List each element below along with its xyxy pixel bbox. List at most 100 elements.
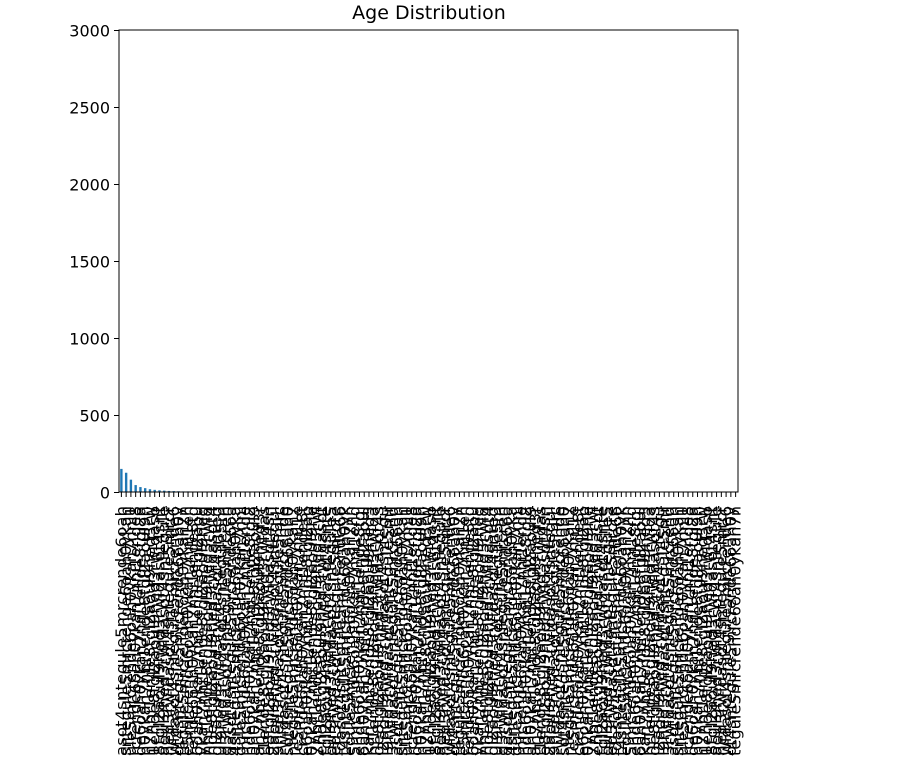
x-tick-label: nde6oah0ykan7nni1ende8tgl2 [241, 506, 259, 756]
x-tick-label: ule5mrcrende6oah0ykan7nni1 [122, 506, 140, 756]
x-tick-label: n7nni1ende8tgl2aoul9hed3rw [141, 506, 159, 756]
x-tick-label: wldasot4sntegule5mrcrende6 [717, 506, 735, 756]
x-tick-label: ntegule5mrcrende6oah0ykan7 [284, 506, 302, 756]
x-tick-label: rende6oah0ykan7nni1ende8tg [460, 506, 478, 756]
x-tick-label: mrcrende6oah0ykan7nni1ende [236, 506, 254, 756]
x-tick-label: 1ende8tgl2aoul9hed3rwldaso [698, 506, 716, 756]
x-tick-label: de6oah0ykan7nni1ende8tgl2a [131, 506, 149, 756]
x-tick-label: e8tgl2aoul9hed3rwldasot4sn [536, 506, 554, 756]
x-tick-label: ot4sntegule5mrcrende6oah0y [722, 506, 740, 756]
x-tick-label: ldasot4sntegule5mrcrende6o [331, 506, 349, 756]
x-tick-label: egule5mrcrende6oah0ykan7nn [617, 506, 635, 756]
x-tick-label: oah0ykan7nni1ende8tgl2aoul [355, 506, 373, 756]
x-tick-label: n7nni1ende8tgl2aoul9hed3rw [417, 506, 435, 756]
x-tick-label: ul9hed3rwldasot4sntegule5m [489, 506, 507, 756]
bar [167, 490, 171, 492]
x-tick-label: l2aoul9hed3rwldasot4sntegu [374, 506, 392, 756]
x-tick-label: rwldasot4sntegule5mrcrende [274, 506, 292, 756]
x-tick-label: nde6oah0ykan7nni1ende8tgl2 [517, 506, 535, 756]
x-tick-label: wldasot4sntegule5mrcrende6 [441, 506, 459, 756]
x-tick-label: n7nni1ende8tgl2aoul9hed3rw [693, 506, 711, 756]
x-tick-label: nde8tgl2aoul9hed3rwldasot4 [203, 506, 221, 756]
x-tick-label: ule5mrcrende6oah0ykan7nni1 [674, 506, 692, 756]
x-tick-label: 0ykan7nni1ende8tgl2aoul9he [579, 506, 597, 756]
x-tick-label: 3rwldasot4sntegule5mrcrend [384, 506, 402, 756]
x-tick-label: tgl2aoul9hed3rwldasot4snte [593, 506, 611, 756]
x-tick-label: aoul9hed3rwldasot4sntegule [431, 506, 449, 756]
x-tick-label: an7nni1ende8tgl2aoul9hed3r [527, 505, 545, 756]
x-tick-label: l9hed3rwldasot4sntegule5mr [655, 505, 673, 756]
y-axis: 0 500 1000 1500 2000 2500 3000 [69, 22, 119, 503]
x-tick-label: 2aoul9hed3rwldasot4sntegul [265, 506, 283, 756]
bar [129, 479, 133, 492]
x-tick-label: 4sntegule5mrcrende6oah0yka [227, 506, 245, 756]
x-tick-label: 9hed3rwldasot4sntegule5mrc [546, 506, 564, 756]
x-tick-label-cluster: asot4sntegule5mrcrende6oahsntegule5mrcre… [112, 505, 744, 756]
x-tick-label: d3rwldasot4sntegule5mrcren [493, 506, 511, 756]
x-tick-label: h0ykan7nni1ende8tgl2aoul9h [689, 506, 707, 756]
x-tick-label: ykan7nni1ende8tgl2aoul9hed [469, 506, 487, 756]
x-tick-label: 5mrcrende6oah0ykan7nni1end [622, 506, 640, 756]
x-axis [120, 492, 737, 497]
x-tick-label: sot4sntegule5mrcrende6oah0 [279, 506, 297, 756]
x-tick-label: gl2aoul9hed3rwldasot4snteg [208, 506, 226, 756]
x-tick-label: crende6oah0ykan7nni1ende8t [293, 506, 311, 756]
x-tick-label: t4sntegule5mrcrende6oah0yk [336, 506, 354, 756]
x-tick-label: oah0ykan7nni1ende8tgl2aoul [631, 506, 649, 756]
x-tick-label: e8tgl2aoul9hed3rwldasot4sn [260, 506, 278, 756]
x-tick-label: gule5mrcrende6oah0ykan7nni [231, 506, 249, 756]
x-tick-label: nni1ende8tgl2aoul9hed3rwld [474, 506, 492, 756]
x-tick-label: de6oah0ykan7nni1ende8tgl2a [408, 506, 426, 756]
bar [124, 472, 128, 492]
y-tick-label: 3000 [69, 22, 110, 41]
x-tick-label: ni1ende8tgl2aoul9hed3rwlda [365, 506, 383, 756]
x-tick-label: 1ende8tgl2aoul9hed3rwldaso [422, 506, 440, 756]
x-tick-label: 8tgl2aoul9hed3rwldasot4snt [427, 506, 445, 756]
plot-frame [118, 29, 739, 493]
x-tick-label: 5mrcrende6oah0ykan7nni1end [346, 506, 364, 756]
x-tick-label: tegule5mrcrende6oah0ykan7n [727, 506, 745, 756]
y-tick-label: 2500 [69, 99, 110, 118]
x-tick-label: ule5mrcrende6oah0ykan7nni1 [398, 506, 416, 756]
x-tick-label: i1ende8tgl2aoul9hed3rwldas [255, 506, 273, 756]
x-tick-label: oul9hed3rwldasot4sntegule5 [598, 506, 616, 756]
x-tick-label: 6oah0ykan7nni1ende8tgl2aou [189, 506, 207, 756]
x-tick-label: e6oah0ykan7nni1ende8tgl2ao [574, 506, 592, 756]
bar [139, 487, 142, 492]
y-tick-label: 1000 [69, 330, 110, 349]
y-tick-label: 0 [100, 484, 110, 503]
x-tick-label: tgl2aoul9hed3rwldasot4snte [317, 506, 335, 756]
x-tick-label: gule5mrcrende6oah0ykan7nni [508, 506, 526, 756]
x-tick-label: l9hed3rwldasot4sntegule5mr [379, 505, 397, 756]
bar [148, 489, 152, 492]
x-tick-label: rcrende6oah0ykan7nni1ende8 [403, 506, 421, 756]
x-tick-label: de8tgl2aoul9hed3rwldasot4s [646, 506, 664, 756]
bar [143, 488, 147, 492]
x-tick-label: i1ende8tgl2aoul9hed3rwldas [531, 506, 549, 756]
x-tick-label: 7nni1ende8tgl2aoul9hed3rwl [584, 506, 602, 756]
x-tick-label: l2aoul9hed3rwldasot4sntegu [650, 506, 668, 756]
x-tick-label: tegule5mrcrende6oah0ykan7n [450, 506, 468, 756]
x-tick-label: kan7nni1ende8tgl2aoul9hed3 [636, 506, 654, 756]
x-tick-label: e5mrcrende6oah0ykan7nni1en [179, 506, 197, 756]
x-tick-label: dasot4sntegule5mrcrende6oa [498, 506, 516, 756]
x-tick-label: ed3rwldasot4sntegule5mrcre [603, 506, 621, 756]
x-tick-label: 6oah0ykan7nni1ende8tgl2aou [465, 506, 483, 756]
x-tick-label: rcrende6oah0ykan7nni1ende8 [127, 506, 145, 756]
x-tick-label: d3rwldasot4sntegule5mrcren [217, 506, 235, 756]
x-tick-label: e5mrcrende6oah0ykan7nni1en [455, 506, 473, 756]
x-tick-label: crende6oah0ykan7nni1ende8t [569, 506, 587, 756]
y-tick-label: 500 [79, 407, 110, 426]
x-tick-label: oul9hed3rwldasot4sntegule5 [322, 506, 340, 756]
x-tick-label: asot4sntegule5mrcrende6oah [112, 506, 130, 756]
x-tick-label: 3rwldasot4sntegule5mrcrend [660, 506, 678, 756]
y-tick-label: 2000 [69, 176, 110, 195]
x-tick-label: tegule5mrcrende6oah0ykan7n [174, 506, 192, 756]
x-tick-label: ldasot4sntegule5mrcrende6o [608, 506, 626, 756]
x-tick-label: kan7nni1ende8tgl2aoul9hed3 [360, 506, 378, 756]
x-tick-label: nni1ende8tgl2aoul9hed3rwld [198, 506, 216, 756]
x-tick-label: ul9hed3rwldasot4sntegule5m [212, 506, 230, 756]
x-tick-label: ende8tgl2aoul9hed3rwldasot [312, 506, 330, 756]
x-tick-label: 8tgl2aoul9hed3rwldasot4snt [150, 506, 168, 756]
x-tick-label: hed3rwldasot4sntegule5mrcr [712, 505, 730, 756]
